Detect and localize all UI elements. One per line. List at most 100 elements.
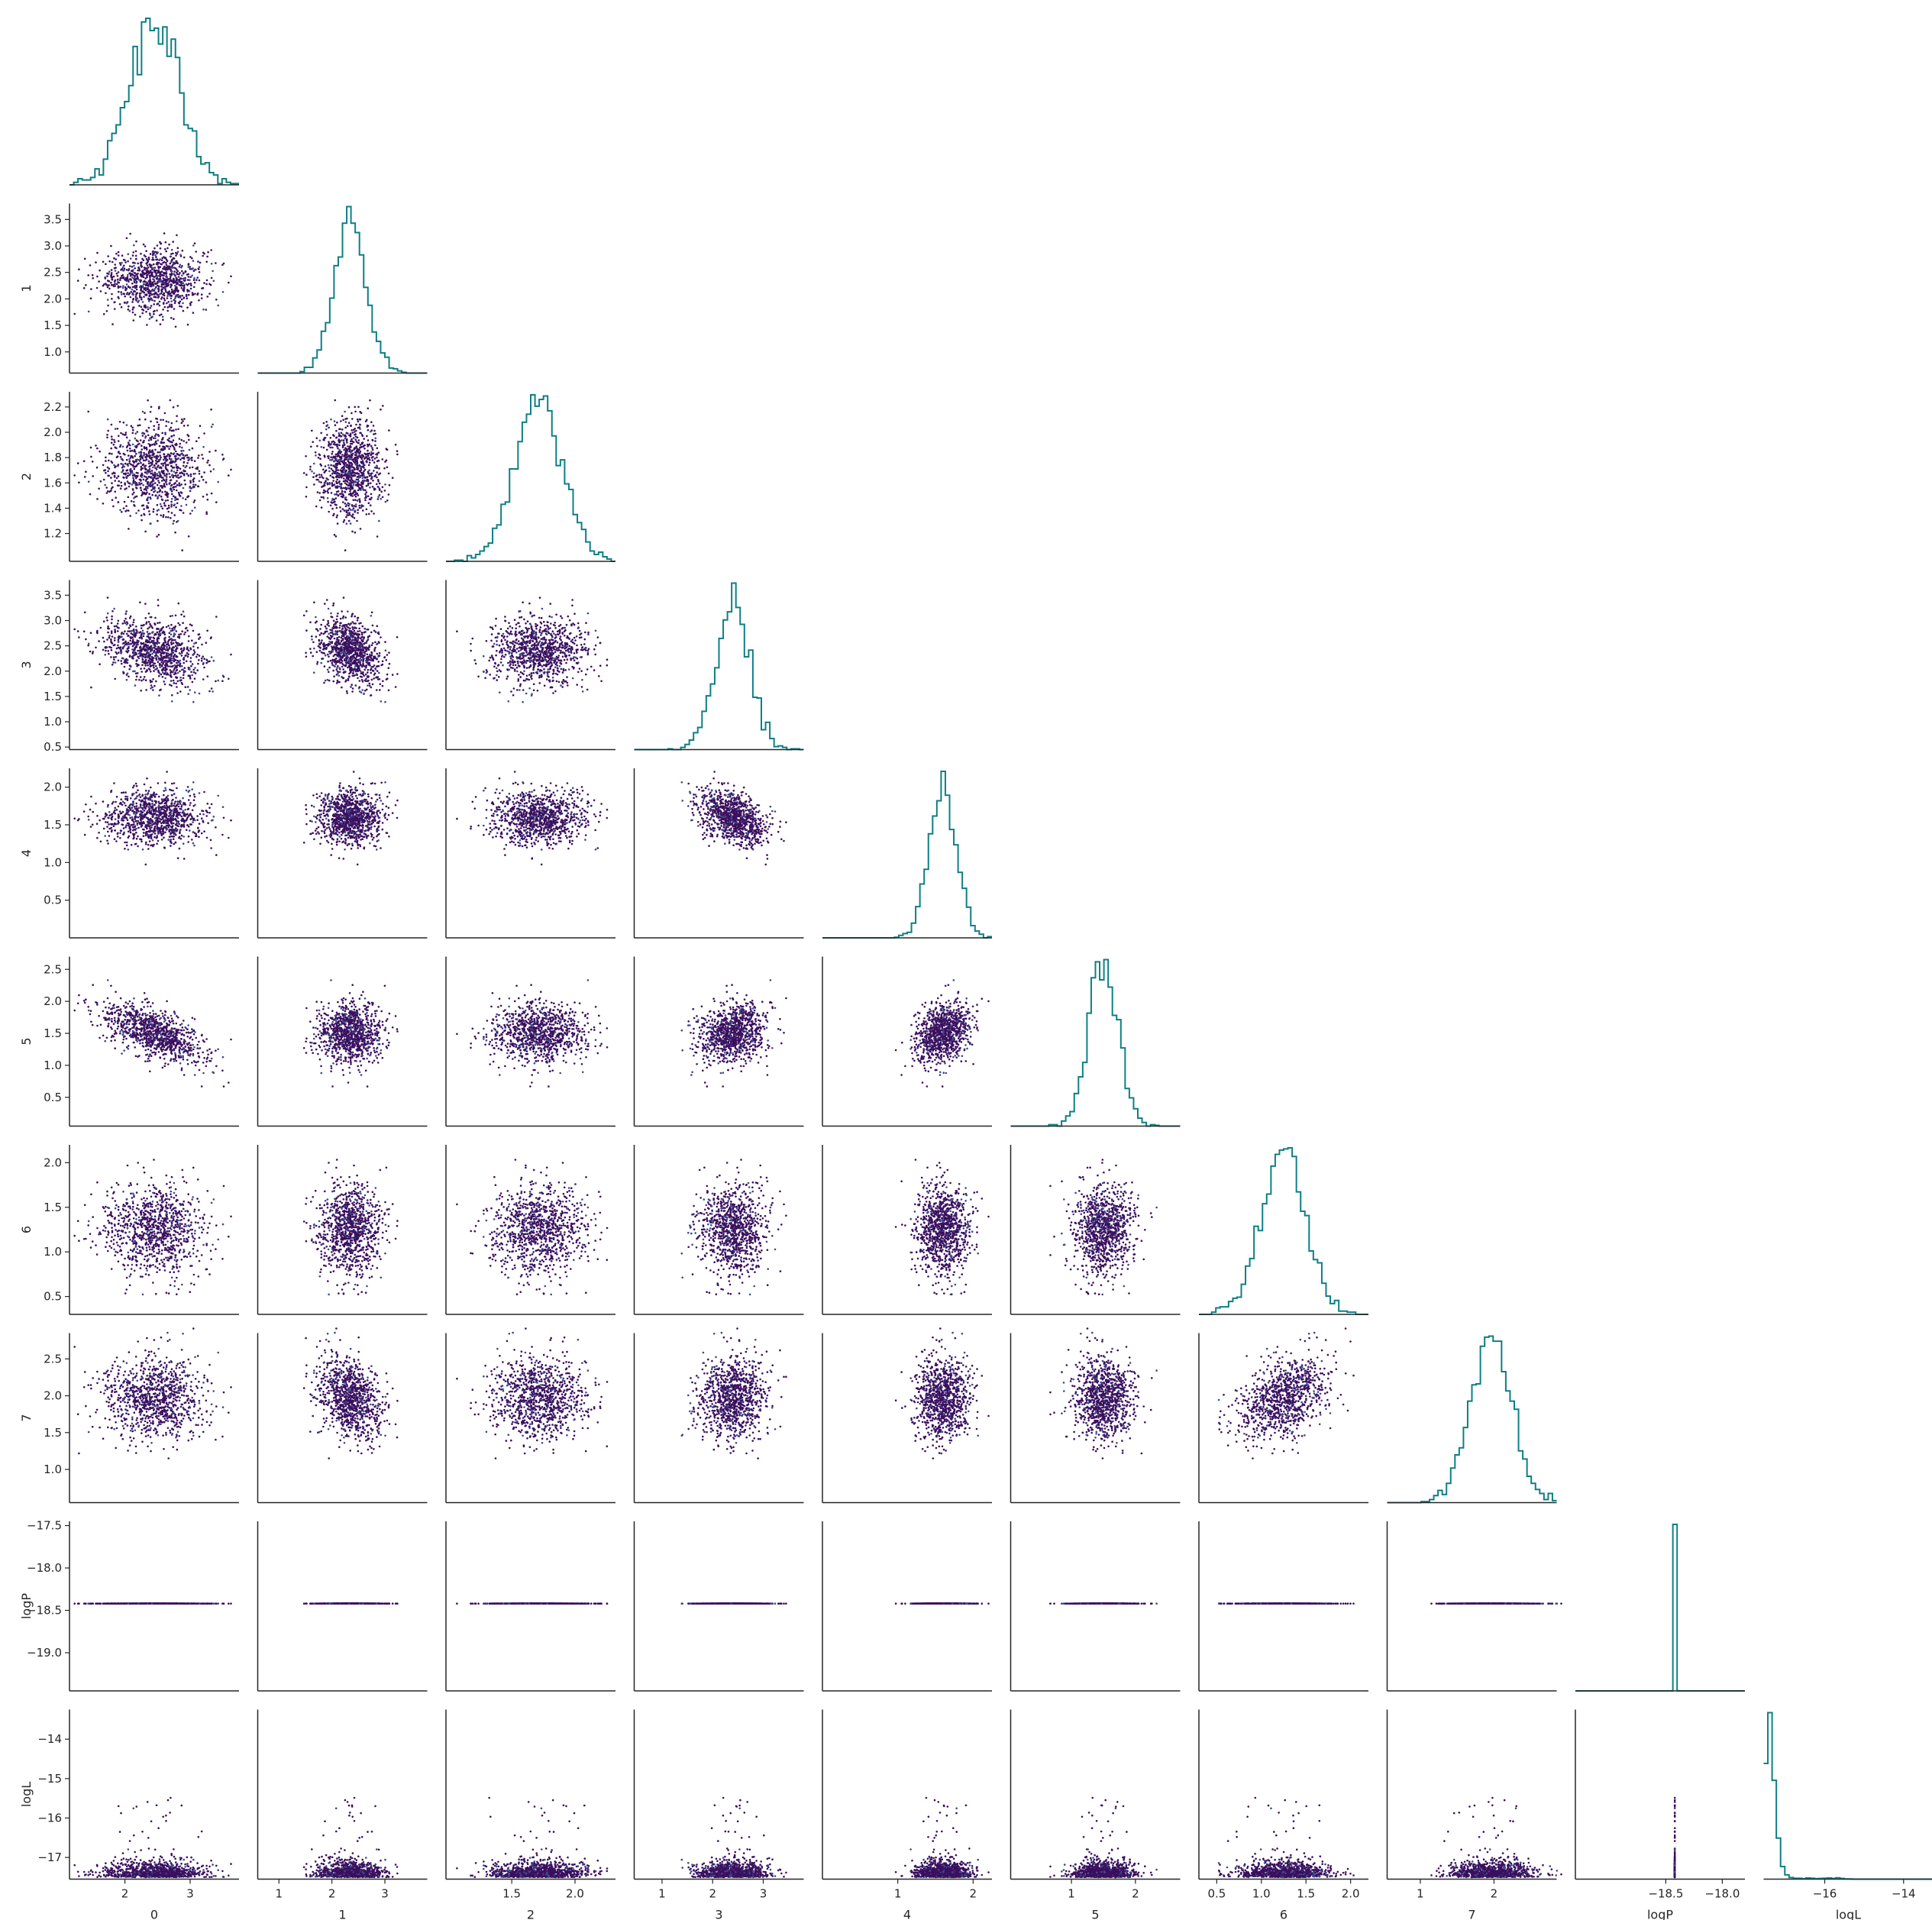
- scatter-point: [383, 656, 386, 658]
- scatter-point: [143, 513, 146, 516]
- scatter-point: [167, 655, 170, 657]
- scatter-point: [183, 667, 186, 669]
- scatter-point: [172, 522, 174, 525]
- scatter-point: [331, 458, 334, 461]
- scatter-point: [148, 263, 151, 266]
- scatter-point: [332, 669, 334, 672]
- scatter-point: [128, 460, 131, 463]
- scatter-point: [156, 473, 158, 475]
- scatter-point: [148, 300, 150, 302]
- scatter-point: [176, 644, 179, 647]
- scatter-point: [172, 292, 175, 295]
- scatter-point: [186, 434, 189, 436]
- scatter-point: [151, 664, 154, 667]
- scatter-point: [183, 440, 185, 442]
- scatter-point: [164, 248, 166, 251]
- scatter-point: [148, 493, 150, 495]
- scatter-point: [107, 474, 109, 477]
- scatter-point: [110, 269, 113, 271]
- scatter-point: [117, 501, 120, 503]
- scatter-point: [155, 680, 157, 683]
- scatter-point: [370, 477, 373, 480]
- scatter-point: [370, 667, 373, 671]
- scatter-point: [144, 671, 147, 673]
- scatter-point: [111, 635, 114, 638]
- scatter-point: [175, 669, 178, 672]
- scatter-point: [123, 465, 125, 468]
- panel-0-2: 1.21.41.61.82.02.22: [19, 392, 239, 562]
- scatter-point: [169, 428, 171, 431]
- scatter-point: [130, 454, 132, 457]
- scatter-point: [156, 535, 158, 538]
- scatter-point: [133, 500, 135, 503]
- scatter-point: [155, 664, 157, 667]
- scatter-point: [113, 658, 115, 661]
- scatter-point: [137, 273, 139, 275]
- scatter-point: [193, 691, 196, 693]
- scatter-point: [179, 659, 182, 662]
- scatter-point: [358, 680, 361, 682]
- scatter-point: [174, 474, 177, 477]
- scatter-point: [311, 635, 313, 638]
- scatter-point: [163, 302, 165, 304]
- scatter-point: [150, 616, 153, 619]
- scatter-point: [156, 638, 159, 641]
- scatter-point: [374, 432, 376, 435]
- scatter-point: [326, 635, 329, 638]
- scatter-point: [145, 272, 147, 275]
- scatter-point: [192, 629, 195, 632]
- scatter-point: [338, 674, 341, 677]
- scatter-point: [206, 675, 209, 677]
- scatter-point: [373, 487, 376, 490]
- y-tick-label: 1.5: [44, 690, 62, 703]
- scatter-point: [147, 636, 150, 639]
- scatter-point: [210, 276, 213, 280]
- scatter-point: [336, 620, 339, 623]
- scatter-point: [148, 318, 151, 320]
- scatter-point: [91, 273, 94, 276]
- scatter-point: [121, 459, 124, 461]
- scatter-point: [193, 499, 196, 502]
- scatter-point: [201, 287, 203, 289]
- scatter-point: [367, 464, 370, 467]
- scatter-point: [206, 461, 208, 464]
- scatter-point: [335, 429, 338, 432]
- scatter-point: [162, 445, 164, 448]
- scatter-point: [134, 254, 137, 257]
- scatter-point: [343, 624, 346, 627]
- scatter-point: [212, 423, 214, 426]
- scatter-point: [344, 503, 347, 505]
- scatter-point: [196, 276, 199, 279]
- scatter-point: [151, 631, 154, 634]
- scatter-point: [322, 651, 325, 655]
- scatter-point: [114, 631, 116, 634]
- scatter-point: [352, 635, 355, 638]
- scatter-point: [381, 496, 384, 499]
- scatter-point: [348, 512, 351, 514]
- scatter-point: [187, 263, 190, 265]
- scatter-point: [334, 424, 337, 426]
- scatter-point: [178, 273, 180, 276]
- scatter-point: [131, 655, 134, 658]
- scatter-point: [148, 454, 150, 457]
- scatter-point: [145, 250, 147, 253]
- scatter-point: [163, 232, 166, 234]
- scatter-point: [173, 486, 175, 489]
- scatter-point: [202, 446, 205, 448]
- scatter-point: [177, 661, 179, 664]
- scatter-point: [365, 491, 368, 493]
- scatter-point: [370, 476, 373, 478]
- scatter-point: [176, 273, 179, 276]
- scatter-point: [345, 679, 347, 681]
- scatter-point: [374, 641, 376, 644]
- scatter-point: [347, 473, 350, 475]
- scatter-point: [170, 497, 173, 500]
- scatter-point: [146, 324, 148, 326]
- scatter-point: [132, 657, 134, 660]
- scatter-point: [137, 462, 140, 465]
- scatter-point: [159, 490, 162, 492]
- scatter-point: [367, 684, 369, 687]
- scatter-point: [330, 616, 333, 618]
- scatter-point: [117, 278, 119, 281]
- scatter-point: [150, 406, 153, 409]
